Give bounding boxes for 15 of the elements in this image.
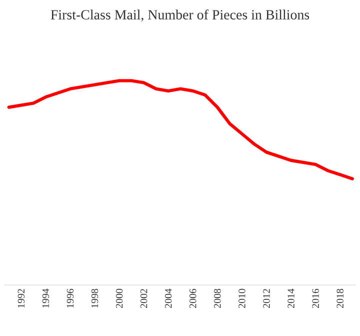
x-tick-label: 2014	[288, 288, 294, 308]
x-tick-label: 2002	[140, 289, 148, 308]
x-tick-label: 2018	[336, 288, 344, 308]
x-tick-label: 1996	[66, 288, 74, 308]
x-tick-label: 2016	[312, 288, 319, 308]
x-tick-label: 2000	[116, 288, 123, 308]
x-tick-label: 2004	[164, 288, 172, 308]
x-tick-label: 2012	[263, 289, 270, 308]
x-tick-label: 1998	[91, 288, 98, 308]
x-tick-label: 1994	[42, 288, 50, 308]
x-tick-label: 2006	[190, 288, 196, 308]
chart-title: First-Class Mail, Number of Pieces in Billions	[50, 10, 310, 22]
x-tick-label: 1992	[18, 289, 25, 308]
x-tick-label: 2008	[214, 288, 221, 308]
x-tick-label: 2010	[238, 288, 246, 308]
